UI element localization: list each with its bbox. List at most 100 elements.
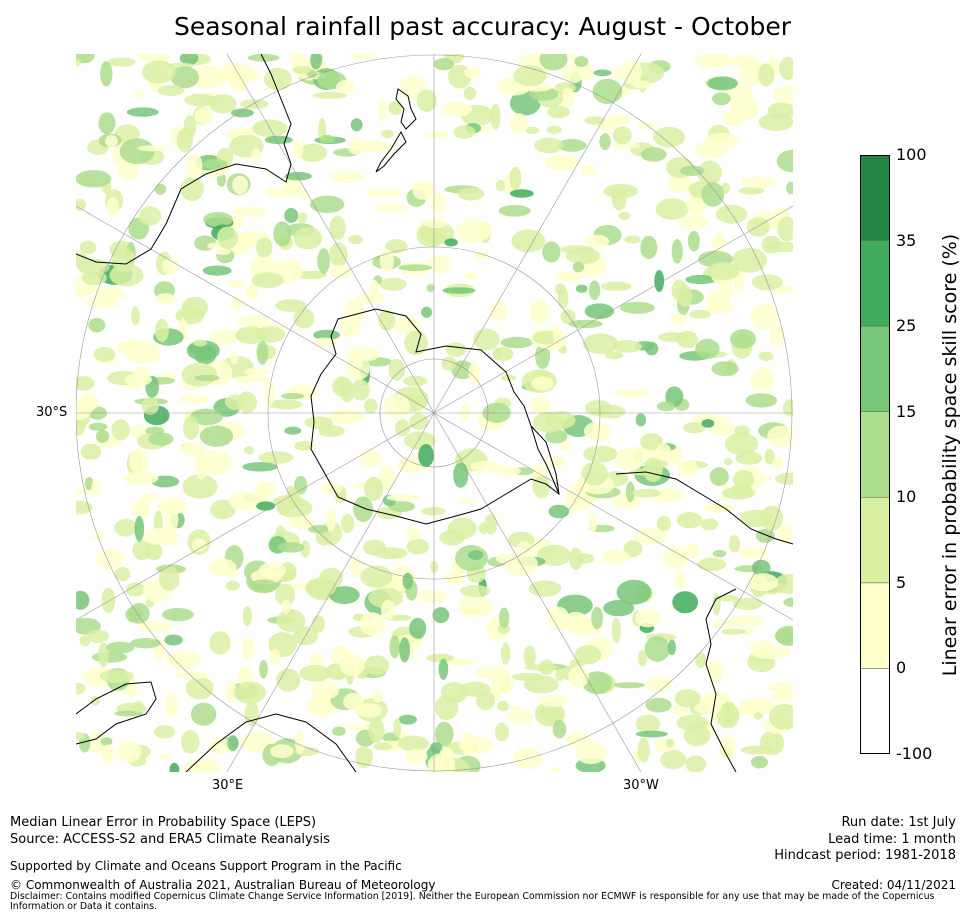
field-cell: [777, 524, 793, 545]
graticule: [76, 54, 793, 772]
field-cell: [687, 230, 700, 252]
field-cell: [497, 700, 510, 712]
meridian-line: [433, 54, 642, 414]
field-cell: [705, 304, 726, 313]
field-cell: [88, 422, 108, 431]
field-cell: [310, 652, 324, 667]
field-cell: [421, 306, 433, 318]
field-cell: [255, 237, 273, 258]
footer-disclaimer: Disclaimer: Contains modified Copernicus…: [10, 891, 935, 912]
field-cell: [339, 653, 366, 677]
field-cell: [730, 329, 756, 349]
colorbar-bin: [860, 668, 890, 754]
field-cell: [119, 138, 155, 165]
field-cell: [667, 172, 692, 194]
field-cell: [379, 249, 394, 273]
field-cell: [655, 198, 689, 220]
field-cell: [100, 737, 113, 746]
field-cell: [81, 270, 107, 286]
field-cell: [625, 481, 635, 503]
field-cell: [432, 607, 450, 624]
field-cell: [209, 631, 231, 655]
field-cell: [584, 116, 605, 125]
field-cell: [293, 308, 315, 329]
field-cell: [613, 65, 623, 80]
field-cell: [786, 181, 793, 195]
field-cell: [76, 682, 86, 695]
field-cell: [638, 649, 647, 667]
field-cell: [195, 454, 208, 480]
field-cell: [126, 107, 159, 117]
field-cell: [125, 339, 135, 362]
field-cell: [457, 596, 494, 618]
coastlines: [76, 54, 793, 772]
field-cell: [660, 749, 687, 770]
field-cell: [635, 730, 668, 738]
field-cell: [148, 432, 174, 446]
field-cell: [356, 703, 383, 718]
colorbar-tick-label: 10: [896, 487, 917, 507]
field-cell: [604, 115, 631, 125]
field-cell: [293, 226, 323, 250]
field-cell: [775, 472, 793, 485]
field-cell: [601, 281, 632, 292]
field-cell: [707, 261, 740, 281]
field-cell: [356, 292, 386, 304]
colorbar-tick-label: 5: [896, 572, 907, 592]
field-cell: [749, 640, 777, 659]
field-cell: [182, 474, 218, 499]
field-cell: [463, 86, 477, 101]
field-cell: [729, 98, 760, 121]
field-cell: [194, 107, 213, 125]
field-cell: [117, 741, 142, 763]
field-cell: [588, 512, 598, 533]
field-cell: [583, 445, 618, 463]
field-cell: [381, 129, 394, 139]
field-cell: [233, 681, 266, 704]
field-cell: [517, 541, 532, 554]
field-cell: [581, 165, 596, 176]
field-cell: [464, 66, 482, 79]
field-cell: [160, 753, 171, 761]
field-cell: [416, 89, 437, 112]
meridian-line: [433, 205, 793, 414]
field-cell: [523, 675, 559, 694]
field-cell: [284, 171, 312, 181]
field-cell: [632, 80, 651, 89]
meridian-line: [226, 54, 435, 414]
field-cell: [724, 457, 733, 466]
field-cell: [555, 271, 585, 282]
field-cell: [443, 572, 464, 585]
field-cell: [329, 242, 348, 267]
field-cell: [746, 217, 770, 237]
field-cell: [243, 446, 254, 455]
field-cell: [707, 658, 723, 683]
field-cell: [406, 538, 430, 555]
field-cell: [645, 697, 672, 713]
field-cell: [665, 386, 684, 408]
field-cell: [364, 655, 390, 676]
field-cell: [553, 325, 562, 349]
field-cell: [579, 64, 595, 81]
field-cell: [674, 570, 685, 590]
field-cell: [709, 467, 729, 486]
field-cell: [591, 606, 603, 630]
field-cell: [250, 579, 278, 592]
colorbar-bin: [860, 411, 890, 498]
field-cell: [225, 394, 246, 410]
field-cell: [755, 474, 772, 482]
field-cell: [349, 54, 373, 60]
field-cell: [360, 565, 393, 588]
field-cell: [654, 270, 665, 292]
field-cell: [547, 606, 569, 624]
field-cell: [600, 550, 631, 565]
field-cell: [186, 152, 203, 179]
field-cell: [383, 393, 410, 419]
field-cell: [635, 413, 647, 427]
field-cell: [632, 488, 661, 498]
colorbar-tick-label: 25: [896, 316, 917, 336]
field-cell: [545, 456, 566, 468]
field-cell: [197, 758, 221, 772]
field-cell: [76, 500, 93, 515]
field-cell: [270, 744, 294, 759]
